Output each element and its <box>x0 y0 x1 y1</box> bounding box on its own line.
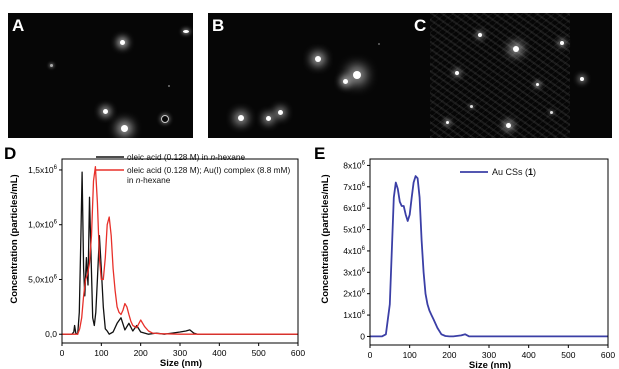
particle-spot <box>103 109 108 114</box>
panel-letter-e: E <box>314 144 325 163</box>
panel-letter-d: D <box>4 144 16 163</box>
y-tick-label: 8x106 <box>343 160 365 170</box>
y-tick-label: 7x106 <box>343 182 365 192</box>
particle-spot <box>446 121 449 124</box>
x-tick-label: 400 <box>212 348 226 358</box>
chart-e: E Concentration (particles/mL) Size (nm)… <box>314 144 615 369</box>
micrograph-c: C <box>410 13 612 138</box>
y-axis-label: Concentration (particles/mL) <box>9 174 20 303</box>
particle-spot <box>536 83 539 86</box>
particle-spot <box>121 125 128 132</box>
y-tick-label: 3x106 <box>343 267 365 277</box>
particle-spot <box>580 77 584 81</box>
x-tick-label: 600 <box>601 350 615 360</box>
particle-spot <box>550 111 553 114</box>
particle-spot <box>120 40 125 45</box>
x-tick-label: 200 <box>134 348 148 358</box>
y-tick-label: 1,0x106 <box>28 220 58 230</box>
y-tick-label: 2x106 <box>343 289 365 299</box>
y-tick-label: 1,5x106 <box>28 165 58 175</box>
legend-entry-oleic-acid: oleic acid (0.128 M) in n-hexane <box>127 152 245 162</box>
particle-spot <box>506 123 511 128</box>
particle-spot <box>560 41 564 45</box>
x-tick-label: 0 <box>60 348 65 358</box>
x-tick-label: 100 <box>94 348 108 358</box>
y-tick-label: 5x106 <box>343 225 365 235</box>
panel-letter-a: A <box>12 16 25 35</box>
x-tick-label: 300 <box>173 348 187 358</box>
x-tick-label: 300 <box>482 350 496 360</box>
particle-spot <box>315 56 321 62</box>
x-tick-label: 0 <box>368 350 373 360</box>
legend-entry-au-css: Au CSs (1) <box>492 167 536 177</box>
legend: Au CSs (1) <box>460 167 536 177</box>
particle-spot <box>161 115 169 123</box>
x-tick-label: 500 <box>561 350 575 360</box>
particle-spot <box>50 64 53 67</box>
particle-spot <box>343 79 348 84</box>
particle-spot <box>183 30 189 33</box>
particle-spot <box>278 110 283 115</box>
x-tick-label: 600 <box>291 348 305 358</box>
y-tick-label: 4x106 <box>343 246 365 256</box>
y-tick-label: 6x106 <box>343 203 365 213</box>
panel-letter-b: B <box>212 16 225 35</box>
plot-frame <box>61 158 299 344</box>
series-line-1 <box>62 166 298 335</box>
micrograph-b: B <box>208 13 410 138</box>
y-tick-label: 5,0x106 <box>28 274 58 284</box>
x-tick-label: 400 <box>522 350 536 360</box>
micrograph-a: A <box>8 13 193 138</box>
panel-letter-c: C <box>414 16 427 35</box>
particle-spot <box>513 46 519 52</box>
particle-spot <box>238 115 244 121</box>
particle-spot <box>455 71 459 75</box>
particle-spot <box>266 116 271 121</box>
plot-frame <box>369 158 609 346</box>
y-axis-label: Concentration (particles/mL) <box>320 174 331 303</box>
y-tick-label: 1x106 <box>343 310 365 320</box>
particle-spot <box>353 71 361 79</box>
legend-entry-au-complex-line2: in n-hexane <box>127 175 171 185</box>
series-line-0 <box>370 175 608 338</box>
particle-spot <box>168 85 170 87</box>
y-tick-label: 0 <box>360 331 365 341</box>
x-tick-label: 500 <box>252 348 266 358</box>
x-tick-label: 100 <box>403 350 417 360</box>
x-axis-label: Size (nm) <box>469 360 511 369</box>
series-line-0 <box>62 171 298 335</box>
legend: oleic acid (0.128 M) in n-hexane oleic a… <box>96 152 290 185</box>
noise-texture <box>430 13 570 138</box>
x-axis-label: Size (nm) <box>160 358 202 369</box>
legend-entry-au-complex-line1: oleic acid (0.128 M); Au(I) complex (8.8… <box>127 165 290 175</box>
particle-spot <box>470 105 473 108</box>
y-tick-label: 0,0 <box>45 329 57 339</box>
x-tick-label: 200 <box>442 350 456 360</box>
particle-spot <box>478 33 482 37</box>
particle-spot <box>378 43 380 45</box>
chart-d: D Concentration (particles/mL) Size (nm)… <box>4 144 305 369</box>
